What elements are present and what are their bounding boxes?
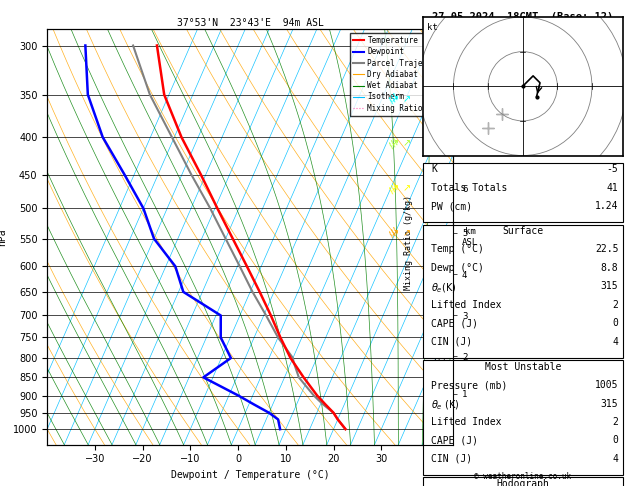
Text: Totals Totals: Totals Totals xyxy=(431,183,508,193)
Text: ///: /// xyxy=(388,226,401,239)
Legend: Temperature, Dewpoint, Parcel Trajectory, Dry Adiabat, Wet Adiabat, Isotherm, Mi: Temperature, Dewpoint, Parcel Trajectory… xyxy=(350,33,449,116)
Text: Lifted Index: Lifted Index xyxy=(431,300,502,310)
Text: 22.5: 22.5 xyxy=(595,244,618,255)
Text: CAPE (J): CAPE (J) xyxy=(431,318,478,329)
Text: 8.8: 8.8 xyxy=(601,263,618,273)
Text: 315: 315 xyxy=(601,281,618,292)
X-axis label: Dewpoint / Temperature (°C): Dewpoint / Temperature (°C) xyxy=(170,470,330,480)
Bar xyxy=(423,225,623,358)
Text: $\nearrow\nearrow$: $\nearrow\nearrow$ xyxy=(389,228,412,238)
Text: K: K xyxy=(431,164,437,174)
Text: -5: -5 xyxy=(606,164,618,174)
Text: PW (cm): PW (cm) xyxy=(431,201,472,211)
Text: CIN (J): CIN (J) xyxy=(431,454,472,464)
Text: Pressure (mb): Pressure (mb) xyxy=(431,380,508,390)
Text: Most Unstable: Most Unstable xyxy=(484,362,561,372)
Text: ///: /// xyxy=(388,182,401,195)
Text: © weatheronline.co.uk: © weatheronline.co.uk xyxy=(474,472,571,481)
Title: 37°53'N  23°43'E  94m ASL: 37°53'N 23°43'E 94m ASL xyxy=(177,18,323,28)
Text: 1.24: 1.24 xyxy=(595,201,618,211)
Text: 315: 315 xyxy=(601,399,618,409)
Text: LCL: LCL xyxy=(433,358,448,366)
Text: $\nearrow\nearrow$: $\nearrow\nearrow$ xyxy=(389,139,412,149)
Text: Surface: Surface xyxy=(502,226,543,236)
Y-axis label: km
ASL: km ASL xyxy=(462,227,478,246)
Text: Dewp (°C): Dewp (°C) xyxy=(431,263,484,273)
Text: 1005: 1005 xyxy=(595,380,618,390)
Text: 0: 0 xyxy=(613,435,618,446)
Text: 41: 41 xyxy=(606,183,618,193)
Text: kt: kt xyxy=(426,22,437,32)
Text: $\theta_e$(K): $\theta_e$(K) xyxy=(431,281,457,295)
Text: CAPE (J): CAPE (J) xyxy=(431,435,478,446)
Text: 2: 2 xyxy=(613,300,618,310)
Bar xyxy=(423,360,623,475)
Text: Lifted Index: Lifted Index xyxy=(431,417,502,427)
Text: 4: 4 xyxy=(613,454,618,464)
Text: ///: /// xyxy=(388,137,401,150)
Text: 0: 0 xyxy=(613,318,618,329)
Text: $\theta_e$ (K): $\theta_e$ (K) xyxy=(431,399,460,412)
Text: $\nearrow\nearrow$: $\nearrow\nearrow$ xyxy=(389,184,412,193)
Text: Mixing Ratio (g/kg): Mixing Ratio (g/kg) xyxy=(404,195,413,291)
Text: $\nearrow\nearrow$: $\nearrow\nearrow$ xyxy=(389,94,412,104)
Text: 4: 4 xyxy=(613,337,618,347)
Bar xyxy=(423,163,623,222)
Y-axis label: hPa: hPa xyxy=(0,228,8,246)
Text: CIN (J): CIN (J) xyxy=(431,337,472,347)
Bar xyxy=(423,477,623,486)
Text: Hodograph: Hodograph xyxy=(496,479,549,486)
Text: Temp (°C): Temp (°C) xyxy=(431,244,484,255)
Text: 2: 2 xyxy=(613,417,618,427)
Text: ///: /// xyxy=(388,93,401,105)
Text: 27.05.2024  18GMT  (Base: 12): 27.05.2024 18GMT (Base: 12) xyxy=(432,12,613,22)
